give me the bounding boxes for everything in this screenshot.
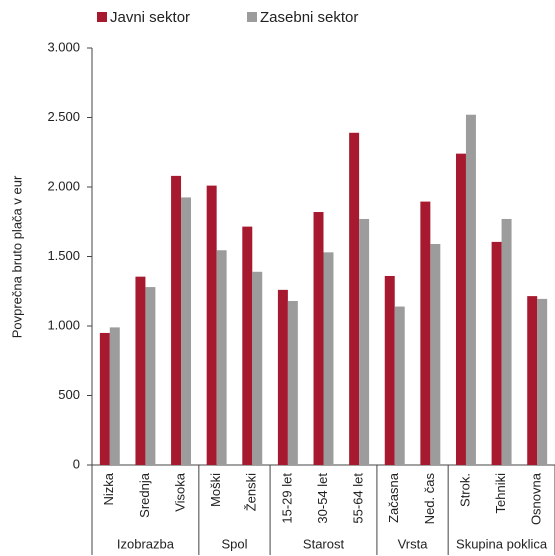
bar — [349, 132, 360, 466]
bar — [465, 114, 476, 465]
y-tick-label: 3.000 — [47, 39, 80, 54]
legend-swatch — [247, 12, 257, 22]
bar — [537, 298, 548, 465]
group-label: Spol — [221, 536, 247, 551]
x-tick-label: Moški — [208, 473, 223, 507]
x-tick-label: Nizka — [101, 472, 116, 505]
group-label: Starost — [303, 536, 345, 551]
x-tick-label: Začasna — [386, 472, 401, 523]
group-label: Vrsta — [398, 536, 429, 551]
x-tick-label: Strok. — [457, 473, 472, 507]
bar — [491, 241, 502, 465]
bar — [242, 226, 253, 465]
bar — [313, 212, 324, 465]
bar — [277, 289, 288, 465]
x-tick-label: 30-54 let — [315, 473, 330, 524]
bar — [455, 153, 466, 465]
bar — [171, 175, 182, 465]
y-tick-label: 1.500 — [47, 248, 80, 263]
bar — [430, 243, 441, 465]
x-tick-label: 55-64 let — [351, 473, 366, 524]
bar — [135, 276, 146, 465]
bar — [287, 300, 298, 465]
bar — [501, 218, 512, 465]
y-tick-label: 0 — [73, 456, 80, 471]
y-tick-label: 2.000 — [47, 178, 80, 193]
bar — [394, 306, 405, 465]
bar — [99, 332, 110, 465]
y-tick-label: 500 — [58, 387, 80, 402]
x-tick-label: Srednja — [137, 472, 152, 518]
x-tick-label: Ned. čas — [422, 473, 437, 525]
x-tick-label: Tehniki — [493, 473, 508, 514]
bar — [323, 252, 334, 465]
bar — [252, 271, 263, 465]
x-tick-label: Visoka — [172, 472, 187, 512]
y-tick-label: 1.000 — [47, 317, 80, 332]
x-tick-label: Osnovna — [529, 472, 544, 525]
bar — [216, 250, 227, 465]
bar — [206, 185, 217, 466]
bar — [181, 197, 192, 466]
bar — [109, 327, 120, 465]
y-tick-label: 2.500 — [47, 109, 80, 124]
x-tick-label: Ženski — [244, 473, 259, 511]
bar — [384, 275, 395, 465]
y-axis-title: Povprečna bruto plača v eur — [9, 175, 24, 338]
legend-label: Zasebni sektor — [260, 9, 358, 26]
legend-label: Javni sektor — [110, 9, 190, 26]
bar — [420, 201, 431, 465]
legend-swatch — [97, 12, 107, 22]
bar — [527, 296, 538, 465]
x-tick-label: 15-29 let — [279, 473, 294, 524]
bar — [145, 287, 156, 465]
bar — [359, 218, 370, 465]
group-label: Skupina poklica — [456, 536, 548, 551]
group-label: Izobrazba — [117, 536, 175, 551]
